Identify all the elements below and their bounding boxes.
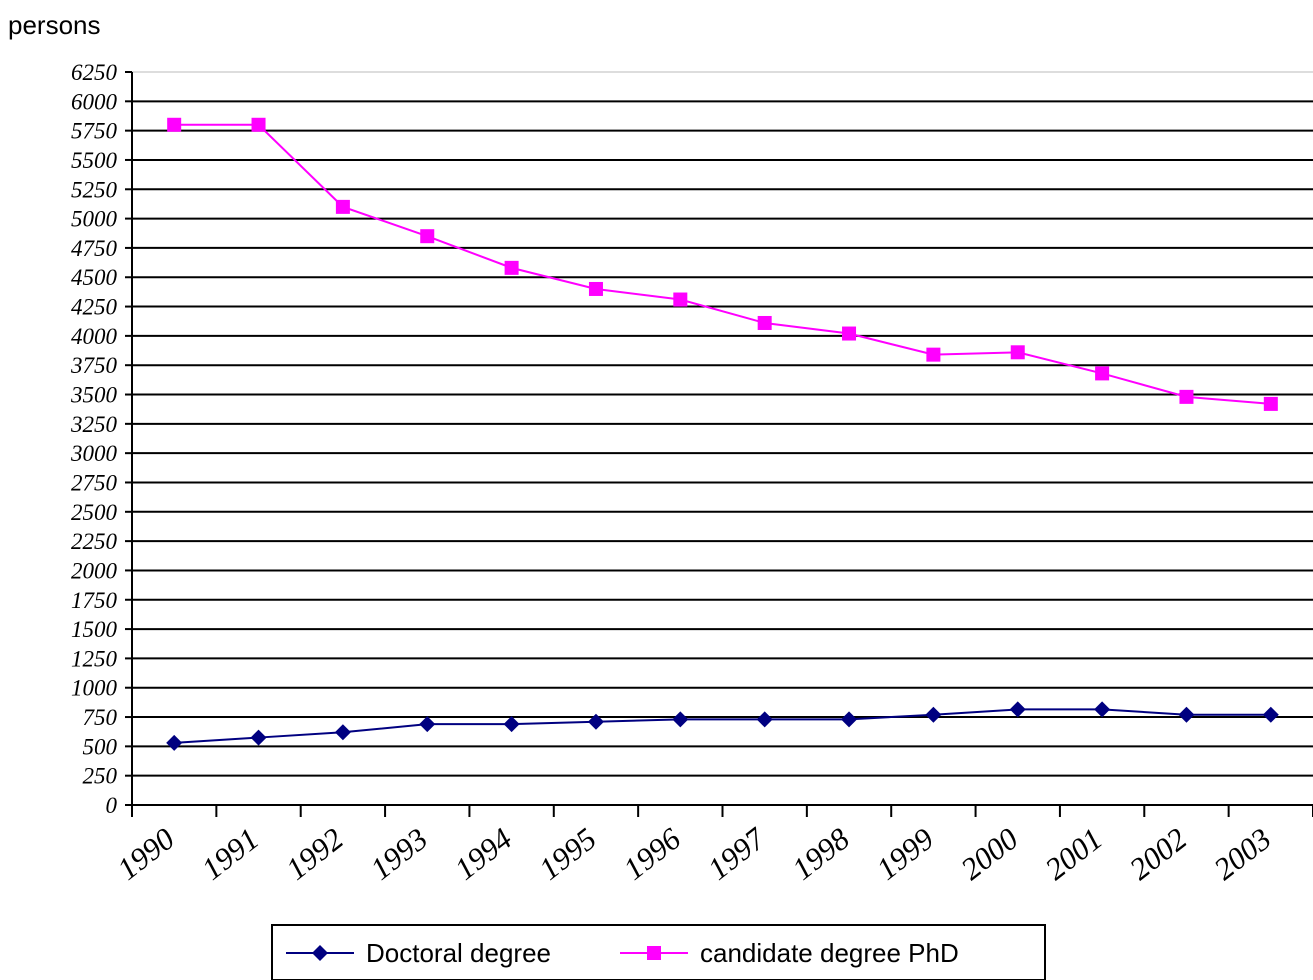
y-tick-label: 4500 [71, 265, 118, 290]
x-tick-label: 2002 [1123, 821, 1193, 887]
y-tick-label: 4250 [71, 295, 118, 320]
data-point [167, 117, 182, 132]
gridlines [132, 71, 1313, 777]
series-line [174, 708, 1271, 744]
y-tick-label: 250 [83, 764, 118, 789]
data-point [1009, 701, 1026, 718]
series-1 [167, 117, 1278, 411]
y-tick-label: 5500 [71, 148, 118, 173]
data-point [1179, 389, 1194, 404]
data-point [166, 734, 183, 751]
x-tick-label: 2001 [1038, 821, 1108, 887]
data-series [166, 117, 1279, 751]
y-tick-label: 3000 [70, 441, 118, 466]
x-tick-label: 1994 [448, 821, 518, 887]
data-point [335, 199, 350, 214]
data-point [1262, 706, 1279, 723]
legend-label-doctoral: Doctoral degree [366, 938, 551, 968]
x-tick-label: 1996 [617, 821, 688, 887]
y-tick-label: 4000 [71, 324, 118, 349]
y-tick-label: 750 [83, 705, 118, 730]
y-tick-label: 6000 [71, 89, 118, 114]
data-point [672, 711, 689, 728]
y-tick-label: 0 [106, 793, 118, 818]
x-tick-label: 1995 [532, 821, 602, 887]
y-tick-label: 1250 [71, 646, 118, 671]
data-point [250, 729, 267, 746]
data-point [1094, 701, 1111, 718]
y-axis-tick-labels: 0 250 500 750 1000 1250 1500 1750 2000 2250 2500 27… [70, 60, 132, 818]
x-tick-label: 1997 [701, 820, 773, 887]
x-tick-label: 1998 [785, 821, 856, 887]
data-point [587, 713, 604, 730]
legend: Doctoral degree candidate degree PhD [271, 924, 1046, 980]
x-tick-label: 1999 [870, 821, 940, 887]
y-tick-label: 4750 [71, 236, 118, 261]
data-point [419, 716, 436, 733]
y-tick-label: 1750 [71, 588, 118, 613]
y-tick-label: 2750 [71, 470, 118, 495]
x-tick-label: 1991 [195, 821, 265, 887]
data-point [504, 260, 519, 275]
data-point [1010, 345, 1025, 360]
data-point [251, 117, 266, 132]
data-point [756, 711, 773, 728]
y-tick-label: 5250 [71, 177, 118, 202]
y-tick-label: 1500 [71, 617, 118, 642]
x-tick-label: 1992 [279, 821, 349, 887]
legend-marker-candidate [647, 946, 661, 960]
y-tick-label: 2500 [71, 500, 118, 525]
y-tick-label: 1000 [71, 676, 118, 701]
y-tick-label: 3750 [70, 353, 118, 378]
y-tick-label: 6250 [71, 60, 118, 85]
data-point [588, 281, 603, 296]
x-tick-label: 2003 [1207, 821, 1277, 887]
data-point [420, 229, 435, 244]
y-tick-label: 2000 [71, 558, 118, 583]
x-tick-label: 2000 [954, 821, 1025, 887]
y-axis-unit-label: persons [8, 10, 101, 40]
data-point [673, 292, 688, 307]
y-tick-label: 3250 [70, 412, 118, 437]
y-tick-label: 500 [83, 734, 118, 759]
x-tick-label: 1990 [111, 821, 182, 887]
data-point [926, 347, 941, 362]
series-0 [166, 701, 1279, 751]
y-tick-label: 3500 [70, 383, 118, 408]
y-tick-label: 5750 [71, 119, 118, 144]
series-line [174, 123, 1271, 405]
data-point [334, 724, 351, 741]
legend-marker-doctoral [312, 945, 328, 961]
y-tick-label: 5000 [71, 207, 118, 232]
data-point [842, 326, 857, 341]
data-point [503, 716, 520, 733]
data-point [757, 315, 772, 330]
data-point [1095, 366, 1110, 381]
x-axis-tick-labels: 1990 1991 1992 1993 1994 1995 1996 1997 1998 1999… [111, 820, 1278, 887]
legend-label-candidate: candidate degree PhD [700, 938, 959, 968]
data-point [841, 711, 858, 728]
data-point [925, 706, 942, 723]
data-point [1263, 396, 1278, 411]
axes [131, 72, 1313, 817]
y-tick-label: 2250 [71, 529, 118, 554]
x-tick-label: 1993 [364, 821, 434, 887]
data-point [1178, 706, 1195, 723]
